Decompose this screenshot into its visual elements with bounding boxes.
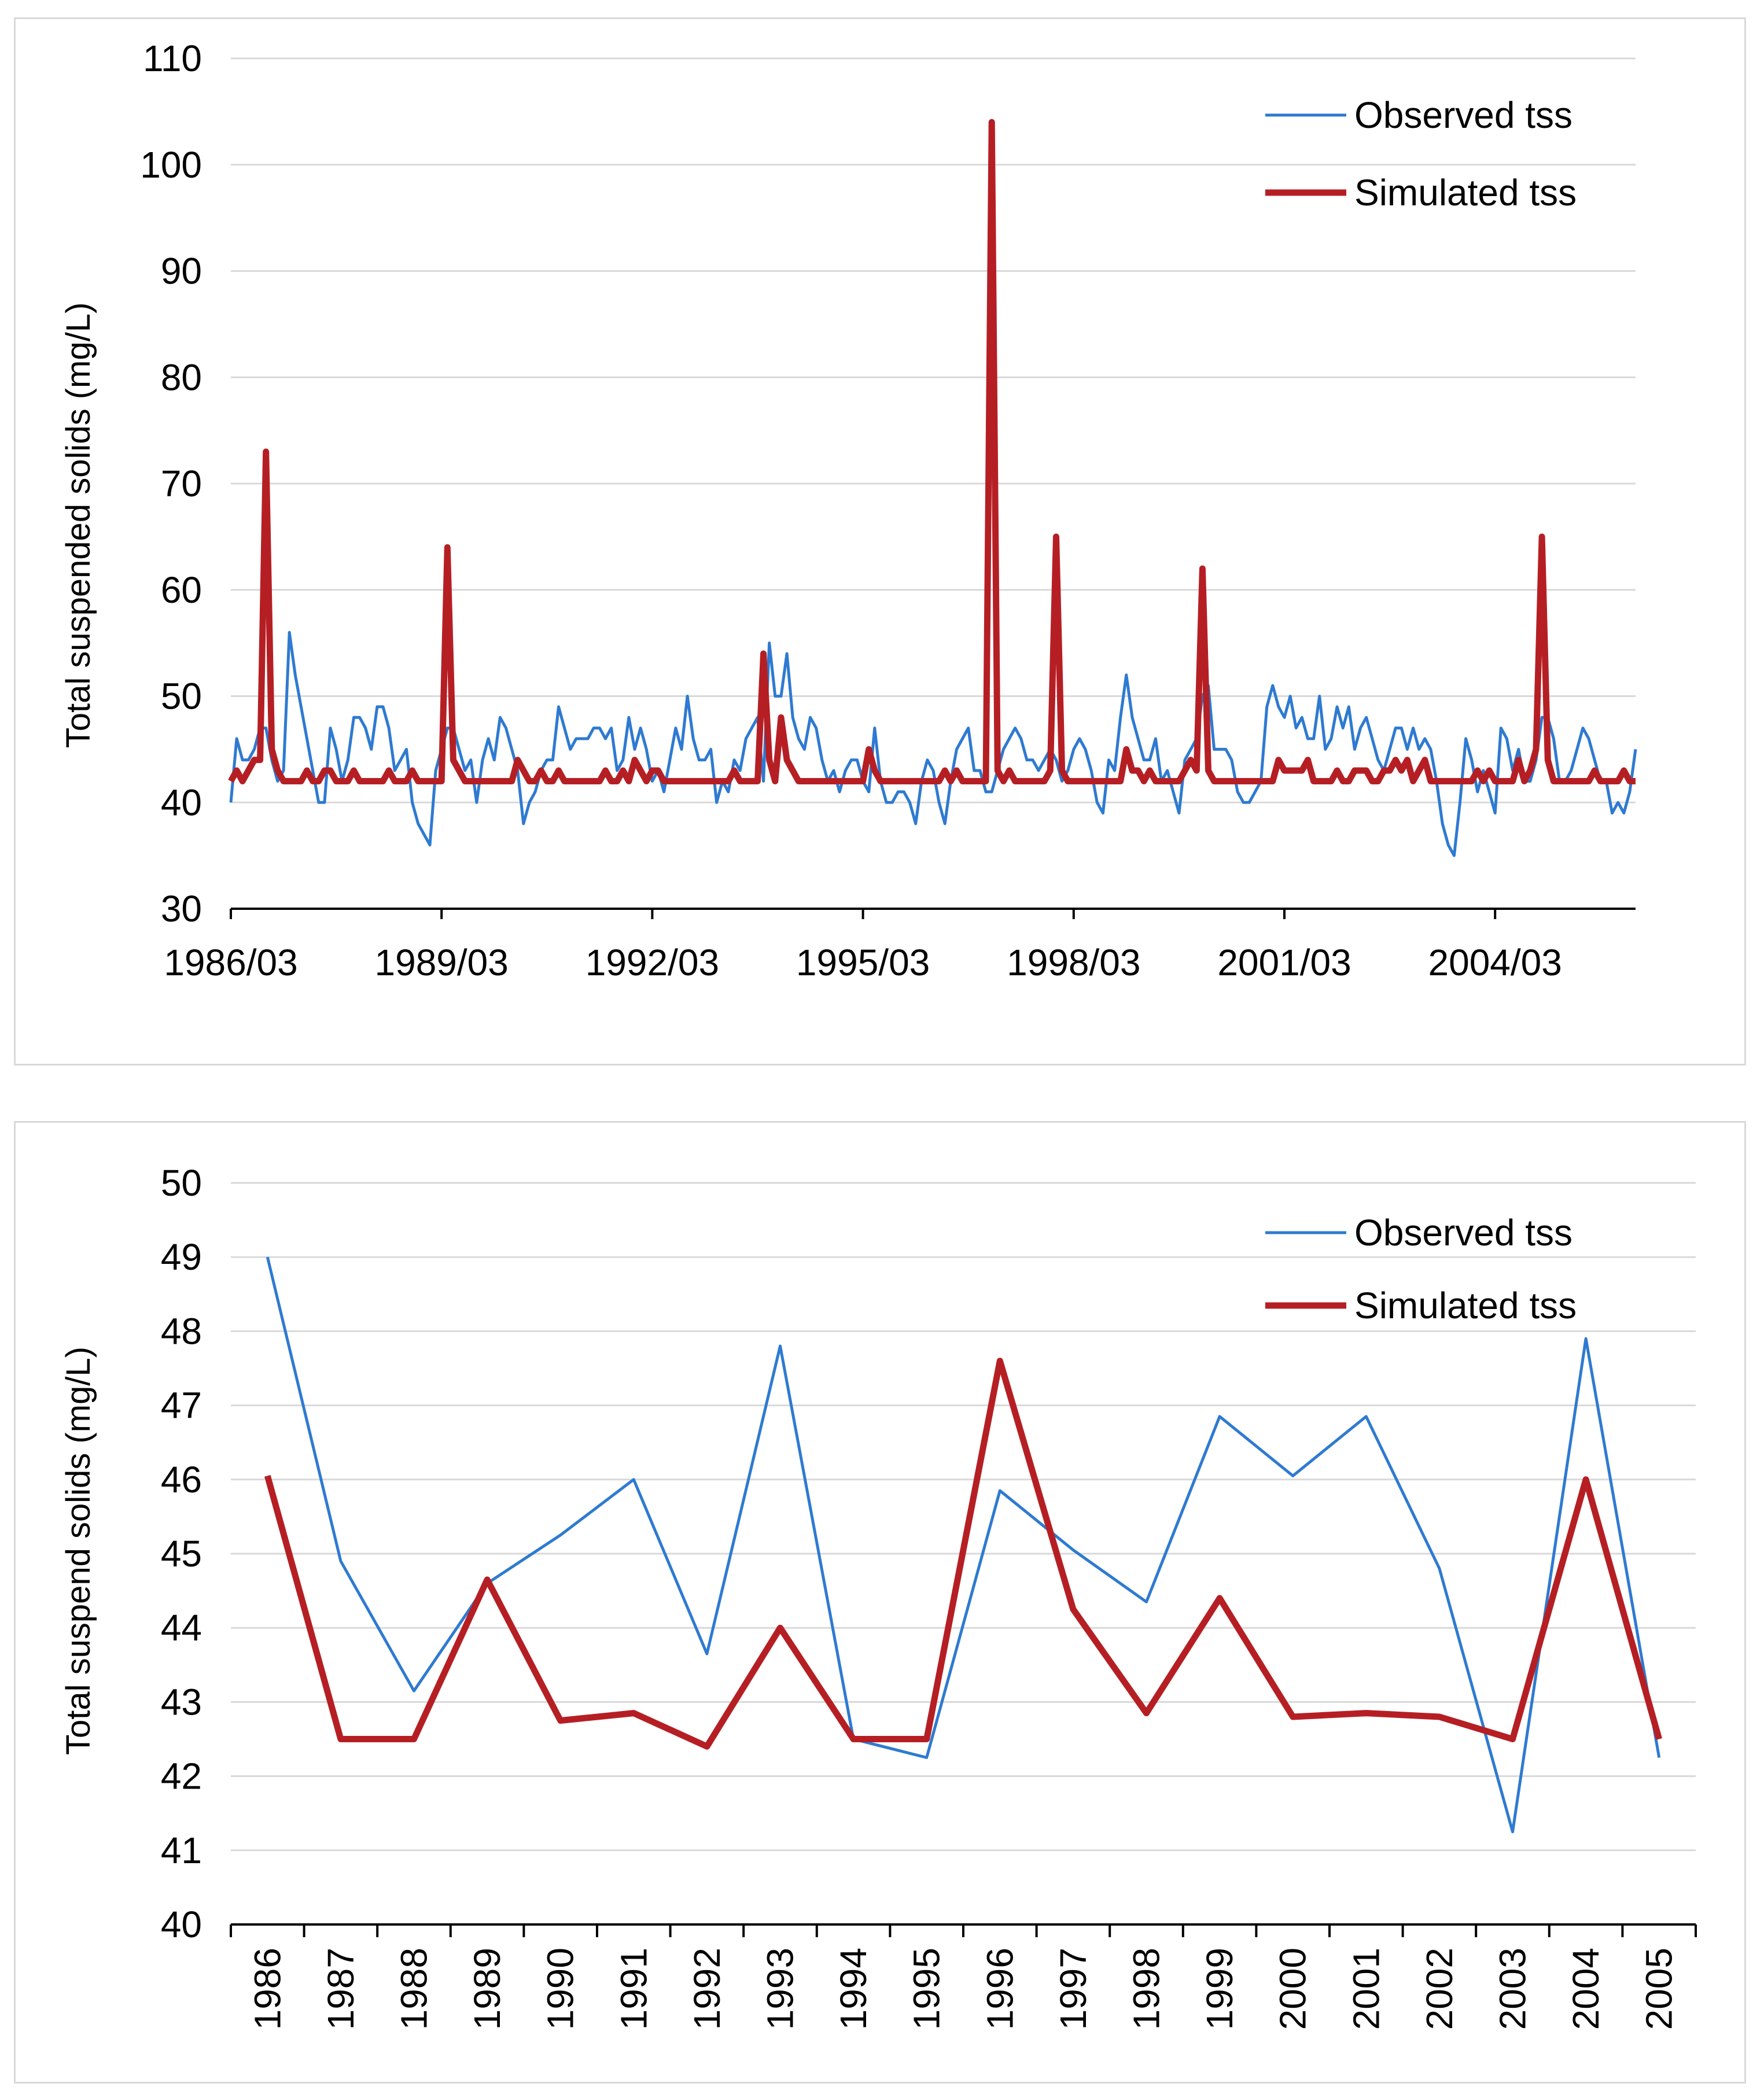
y-tick-label: 60 (161, 569, 202, 611)
x-tick-label: 2004/03 (1428, 942, 1562, 983)
x-tick-label: 1994 (833, 1948, 874, 2030)
x-tick-label: 1998/03 (1007, 942, 1140, 983)
observed-tss-line (266, 1256, 1661, 1834)
simulated-tss-line (264, 1358, 1662, 1750)
x-tick-label: 1995/03 (796, 942, 930, 983)
chart-panel-annual: 40 41 42 43 44 45 46 47 48 49 50 1986 1987 1988 1989 1… (14, 1121, 1746, 2084)
y-tick-label: 47 (161, 1385, 202, 1426)
x-tick-label: 2005 (1638, 1948, 1680, 2030)
monthly-tss-chart: 30 40 50 60 70 80 90 100 110 1986/03 1989/03 1992/… (60, 38, 1637, 983)
y-tick-label: 100 (140, 144, 202, 186)
annual-tss-chart: 40 41 42 43 44 45 46 47 48 49 50 1986 1987 1988 1989 1… (60, 1162, 1697, 2030)
x-tick-label: 1993 (760, 1948, 801, 2030)
x-tick-label: 2001 (1345, 1948, 1387, 2030)
y-axis-title: Total suspend solids (mg/L) (60, 1347, 97, 1755)
x-tick-label: 1996 (979, 1948, 1021, 2030)
x-tick-label: 1997 (1052, 1948, 1094, 2030)
y-tick-label: 30 (161, 888, 202, 930)
x-tick-label: 2001/03 (1217, 942, 1351, 983)
x-tick-label: 1992/03 (585, 942, 719, 983)
simulated-tss-line (228, 119, 1636, 784)
y-tick-label: 50 (161, 676, 202, 717)
legend-simulated-label: Simulated tss (1354, 172, 1577, 213)
y-axis-title: Total suspended solids (mg/L) (60, 303, 97, 749)
y-tick-label: 46 (161, 1459, 202, 1500)
x-tick-label: 1989 (466, 1948, 508, 2030)
y-tick-label: 48 (161, 1310, 202, 1352)
y-tick-label: 45 (161, 1533, 202, 1575)
legend: Observed tss Simulated tss (1265, 1212, 1577, 1326)
x-tick-label: 1998 (1126, 1948, 1168, 2030)
x-tick-label: 1987 (320, 1948, 362, 2030)
legend: Observed tss Simulated tss (1265, 94, 1577, 213)
x-tick-label: 1992 (686, 1948, 728, 2030)
y-tick-label: 70 (161, 463, 202, 504)
x-tick-label: 1986 (246, 1948, 288, 2030)
y-tick-label: 90 (161, 250, 202, 292)
y-tick-label: 41 (161, 1830, 202, 1871)
x-tick-label: 1995 (906, 1948, 948, 2030)
x-tick-label: 1990 (540, 1948, 581, 2030)
legend-observed-label: Observed tss (1354, 94, 1572, 136)
y-tick-label: 40 (161, 1904, 202, 1945)
y-tick-label: 50 (161, 1162, 202, 1204)
x-tick-label: 2004 (1565, 1948, 1607, 2030)
y-tick-label: 80 (161, 356, 202, 398)
chart-panel-monthly: 30 40 50 60 70 80 90 100 110 1986/03 1989/03 1992/… (14, 17, 1746, 1065)
y-tick-label: 42 (161, 1756, 202, 1797)
legend-simulated-label: Simulated tss (1354, 1285, 1577, 1326)
x-tick-label: 1999 (1199, 1948, 1240, 2030)
x-tick-label: 1986/03 (164, 942, 297, 983)
x-tick-label: 1988 (393, 1948, 435, 2030)
y-tick-label: 40 (161, 781, 202, 823)
y-tick-label: 49 (161, 1236, 202, 1278)
legend-observed-label: Observed tss (1354, 1212, 1572, 1253)
x-tick-label: 1991 (613, 1948, 654, 2030)
y-tick-label: 43 (161, 1681, 202, 1723)
x-tick-label: 2000 (1272, 1948, 1314, 2030)
y-tick-label: 44 (161, 1607, 202, 1649)
y-tick-label: 110 (143, 38, 202, 79)
x-tick-label: 1989/03 (375, 942, 509, 983)
x-tick-label: 2002 (1419, 1948, 1460, 2030)
observed-tss-line (229, 630, 1637, 857)
x-tick-label: 2003 (1492, 1948, 1534, 2030)
